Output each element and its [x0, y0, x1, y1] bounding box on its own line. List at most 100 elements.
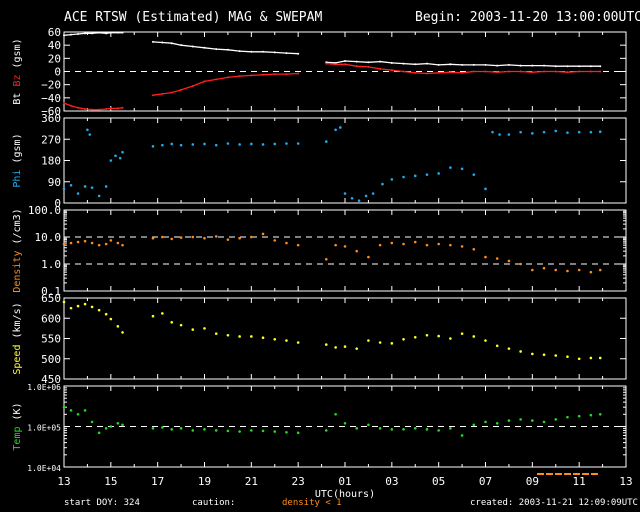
data-point-phi — [90, 186, 94, 189]
data-point-phi — [62, 187, 66, 191]
y-axis-label-density: Density (/cm3) — [12, 208, 23, 292]
data-point-temp — [577, 414, 581, 418]
caution-label: caution: — [192, 498, 236, 508]
data-point-speed — [261, 336, 265, 339]
y-axis-label-part: (km/s) — [12, 302, 23, 344]
data-point-bt — [367, 61, 370, 64]
data-point-bt — [226, 48, 229, 51]
data-point-temp — [62, 405, 66, 409]
data-point-speed — [104, 312, 108, 316]
data-point-phi — [83, 185, 87, 188]
data-point-phi — [86, 128, 89, 132]
data-point-density — [116, 241, 120, 245]
data-point-phi — [390, 178, 394, 181]
data-point-speed — [355, 347, 359, 350]
data-point-bt — [437, 63, 440, 66]
data-point-bz — [472, 70, 475, 73]
data-point-bz — [507, 70, 510, 73]
data-point-density — [355, 249, 359, 253]
data-point-density — [76, 240, 80, 244]
data-point-speed — [324, 343, 328, 346]
data-point-phi — [371, 192, 375, 195]
data-point-temp — [507, 419, 511, 422]
data-point-phi — [460, 167, 464, 171]
data-point-speed — [334, 346, 337, 349]
data-point-bt — [461, 63, 464, 66]
data-point-bz — [496, 71, 499, 74]
data-point-bz — [84, 108, 87, 111]
data-point-bz — [519, 70, 522, 73]
data-point-temp — [519, 418, 522, 421]
data-point-bt — [379, 60, 382, 63]
data-point-phi — [589, 130, 593, 134]
data-point-bt — [121, 31, 124, 34]
data-point-density — [577, 268, 581, 272]
data-point-phi — [170, 142, 174, 146]
data-point-speed — [531, 352, 534, 356]
data-point-speed — [203, 327, 206, 330]
data-point-temp — [437, 429, 440, 432]
data-point-bt — [105, 32, 108, 35]
data-point-bt — [566, 65, 569, 68]
data-point-speed — [413, 335, 417, 339]
data-point-bz — [325, 62, 328, 65]
data-point-speed — [554, 354, 558, 357]
data-point-bt — [63, 34, 65, 37]
y-tick-label-density: 1.0 — [41, 258, 61, 271]
data-point-temp — [355, 427, 359, 430]
data-point-bz — [390, 69, 393, 72]
data-point-bz — [334, 63, 337, 66]
data-point-speed — [367, 339, 370, 342]
data-point-density — [161, 235, 164, 239]
data-point-bt — [554, 65, 557, 68]
data-point-temp — [296, 431, 300, 435]
data-point-phi — [484, 187, 487, 191]
panel-frame-density — [63, 209, 627, 292]
data-point-phi — [437, 172, 440, 175]
density-caution: density < 1 — [282, 498, 342, 508]
data-point-density — [151, 236, 155, 240]
data-point-speed — [589, 356, 593, 360]
data-point-phi — [413, 174, 417, 178]
start-doy: start DOY: 324 — [64, 498, 140, 508]
data-point-density — [83, 239, 87, 243]
data-point-temp — [226, 429, 230, 433]
y-axis-label-part: Bz — [12, 75, 23, 93]
data-point-temp — [170, 428, 174, 431]
data-point-phi — [357, 199, 361, 202]
x-tick-label: 17 — [151, 475, 164, 488]
data-point-bz — [191, 84, 194, 87]
data-point-speed — [296, 341, 300, 344]
data-point-phi — [104, 185, 108, 188]
data-point-temp — [460, 434, 464, 437]
data-point-speed — [343, 345, 347, 348]
data-point-bt — [84, 32, 87, 35]
data-point-speed — [472, 335, 476, 338]
data-point-bz — [98, 108, 101, 111]
data-point-bz — [449, 71, 452, 74]
data-point-temp — [116, 421, 120, 425]
data-point-bz — [116, 107, 119, 110]
y-tick-label-mag: −40 — [41, 92, 61, 105]
y-axis-label-part: Phi — [12, 170, 23, 188]
data-point-density — [554, 268, 558, 272]
data-point-bt — [402, 62, 405, 65]
data-point-density — [69, 241, 73, 245]
data-point-density — [285, 241, 288, 245]
data-point-bz — [109, 107, 112, 110]
y-tick-label-speed: 550 — [41, 333, 61, 346]
y-axis-label-part: (K) — [12, 402, 23, 426]
data-point-temp — [214, 429, 218, 432]
data-point-density — [542, 266, 546, 270]
data-point-speed — [484, 339, 487, 342]
data-point-phi — [598, 130, 602, 133]
data-point-speed — [97, 308, 101, 312]
x-tick-label: 01 — [338, 475, 351, 488]
data-point-phi — [334, 128, 337, 132]
series-line-bt — [326, 60, 601, 67]
data-point-temp — [531, 419, 534, 422]
data-point-bz — [531, 71, 534, 74]
y-tick-label-phi: 180 — [41, 155, 61, 168]
data-point-phi — [76, 192, 80, 195]
data-point-bz — [402, 70, 405, 73]
